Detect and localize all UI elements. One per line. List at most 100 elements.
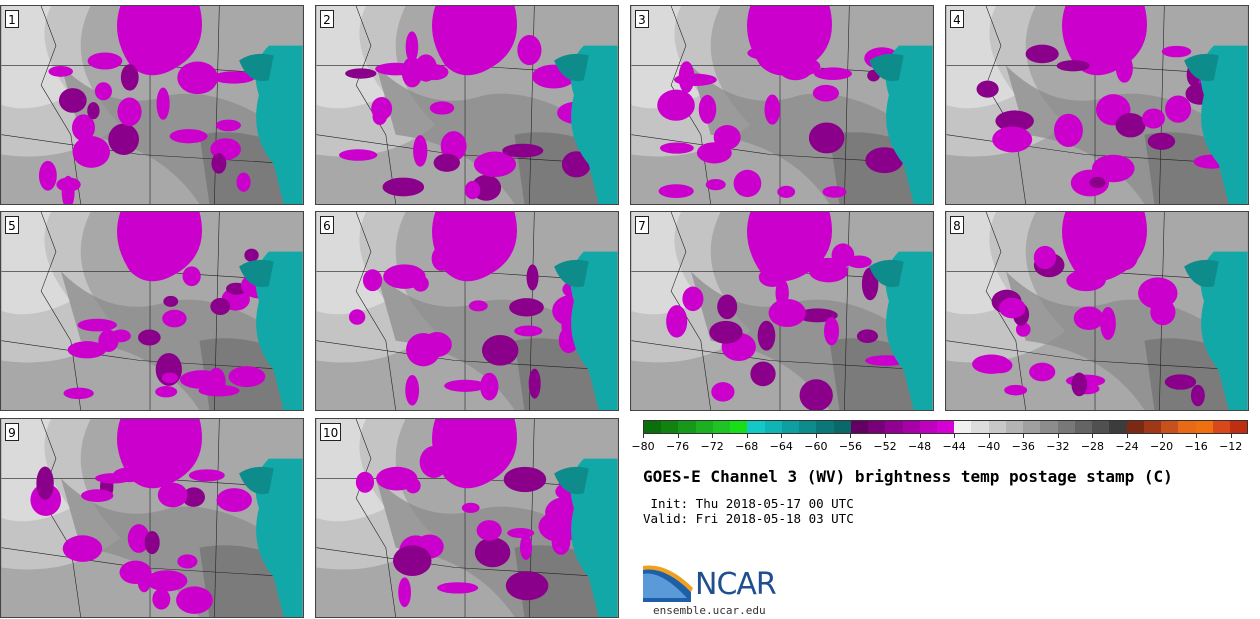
colorbar-tick [1127, 434, 1128, 438]
colorbar-tick [850, 434, 852, 438]
colorbar-segment [833, 421, 851, 433]
colorbar-segment [644, 421, 662, 433]
colorbar-tick-label: −44 [942, 440, 966, 453]
postage-stamp-panel-1[interactable]: 1 [0, 5, 304, 205]
postage-stamp-panel-9[interactable]: 9 [0, 418, 304, 618]
colorbar-tick-label: −72 [700, 440, 724, 453]
colorbar-segment [1005, 421, 1024, 433]
colorbar-tick [919, 434, 921, 438]
colorbar-tick-label: −36 [1011, 440, 1035, 453]
colorbar-segment [730, 421, 748, 433]
colorbar-tick-label: −24 [1115, 440, 1139, 453]
colorbar-tick [677, 434, 679, 438]
member-number-label: 8 [950, 216, 964, 234]
water-vapor-map [946, 6, 1248, 204]
colorbar-tick [1196, 434, 1198, 438]
member-number-label: 4 [950, 10, 964, 28]
colorbar-tick [781, 434, 783, 438]
colorbar-tick-label: −52 [873, 440, 897, 453]
colorbar-segment [1092, 421, 1110, 433]
postage-stamp-panel-8[interactable]: 8 [945, 211, 1249, 411]
logo-wordmark: NCAR [695, 567, 777, 602]
colorbar-segment [936, 421, 955, 433]
colorbar-tick-label: −80 [631, 440, 655, 453]
colorbar-segment [1212, 421, 1230, 433]
colorbar-tick-labels: −80 −76 −72 −68 −64 −60 −56 −52 −48 −44 −40 −36 −32−… [631, 434, 1248, 454]
colorbar-tick [815, 434, 817, 438]
member-number-label: 1 [5, 10, 19, 28]
postage-stamp-panel-7[interactable]: 7 [630, 211, 934, 411]
valid-time: Valid: Fri 2018-05-18 03 UTC [643, 511, 854, 526]
colorbar-tick-label: −12 [1219, 440, 1243, 453]
colorbar-segment [1040, 421, 1058, 433]
colorbar-segment [712, 421, 731, 433]
colorbar-segment [781, 421, 800, 433]
colorbar-tick-label: −48 [907, 440, 932, 453]
colorbar-tick [643, 434, 644, 438]
postage-stamp-panel-10[interactable]: 10 [315, 418, 619, 618]
colorbar-segment [902, 421, 920, 433]
colorbar-segment [764, 421, 782, 433]
postage-stamp-panel-2[interactable]: 2 [315, 5, 619, 205]
colorbar-tick-label: −68 [735, 440, 759, 453]
colorbar-tick [988, 434, 990, 438]
member-number-label: 9 [5, 423, 19, 441]
temperature-colorbar [643, 420, 1248, 434]
colorbar-segment [988, 421, 1006, 433]
colorbar-tick-label: −32 [1046, 440, 1070, 453]
water-vapor-map [316, 419, 618, 617]
water-vapor-map [1, 212, 303, 410]
colorbar-tick [746, 434, 748, 438]
postage-stamp-panel-6[interactable]: 6 [315, 211, 619, 411]
colorbar-segment [1057, 421, 1075, 433]
colorbar-segment [747, 421, 765, 433]
colorbar-tick [1092, 434, 1094, 438]
postage-stamp-panel-4[interactable]: 4 [945, 5, 1249, 205]
colorbar-tick [1161, 434, 1163, 438]
colorbar-tick [712, 434, 714, 438]
colorbar-segment [971, 421, 989, 433]
water-vapor-map [631, 6, 933, 204]
colorbar-segment [868, 421, 886, 433]
colorbar-segment [919, 421, 937, 433]
member-number-label: 3 [635, 10, 649, 28]
colorbar-segment [678, 421, 696, 433]
colorbar-tick [1230, 434, 1232, 438]
colorbar-tick [885, 434, 886, 438]
colorbar-tick [1057, 434, 1059, 438]
member-number-label: 10 [320, 423, 342, 441]
colorbar-segment [799, 421, 817, 433]
colorbar-segment [885, 421, 903, 433]
member-number-label: 5 [5, 216, 19, 234]
colorbar-segment [1143, 421, 1162, 433]
member-number-label: 2 [320, 10, 334, 28]
water-vapor-map [946, 212, 1248, 410]
logo-url: ensemble.ucar.edu [653, 604, 766, 617]
colorbar-tick-label: −56 [838, 440, 863, 453]
postage-stamp-panel-5[interactable]: 5 [0, 211, 304, 411]
colorbar-segment [816, 421, 834, 433]
colorbar-tick-label: −60 [804, 440, 828, 453]
colorbar-segment [1195, 421, 1213, 433]
member-number-label: 7 [635, 216, 649, 234]
colorbar-segment [954, 421, 972, 433]
colorbar-tick [954, 434, 956, 438]
colorbar-tick [1023, 434, 1025, 438]
water-vapor-map [631, 212, 933, 410]
colorbar-tick-label: −16 [1184, 440, 1208, 453]
colorbar-segment [850, 421, 869, 433]
water-vapor-map [1, 6, 303, 204]
member-number-label: 6 [320, 216, 334, 234]
ncar-logo-icon [643, 565, 693, 602]
colorbar-segment [1229, 421, 1248, 433]
colorbar-segment [1161, 421, 1179, 433]
postage-stamp-panel-3[interactable]: 3 [630, 5, 934, 205]
colorbar-tick-label: −64 [769, 440, 793, 453]
colorbar-tick-label: −28 [1080, 440, 1105, 453]
colorbar-segment [1109, 421, 1127, 433]
water-vapor-map [316, 6, 618, 204]
colorbar-segment [1023, 421, 1041, 433]
colorbar-segment [661, 421, 679, 433]
water-vapor-map [316, 212, 618, 410]
plot-title: GOES-E Channel 3 (WV) brightness temp po… [643, 467, 1173, 486]
